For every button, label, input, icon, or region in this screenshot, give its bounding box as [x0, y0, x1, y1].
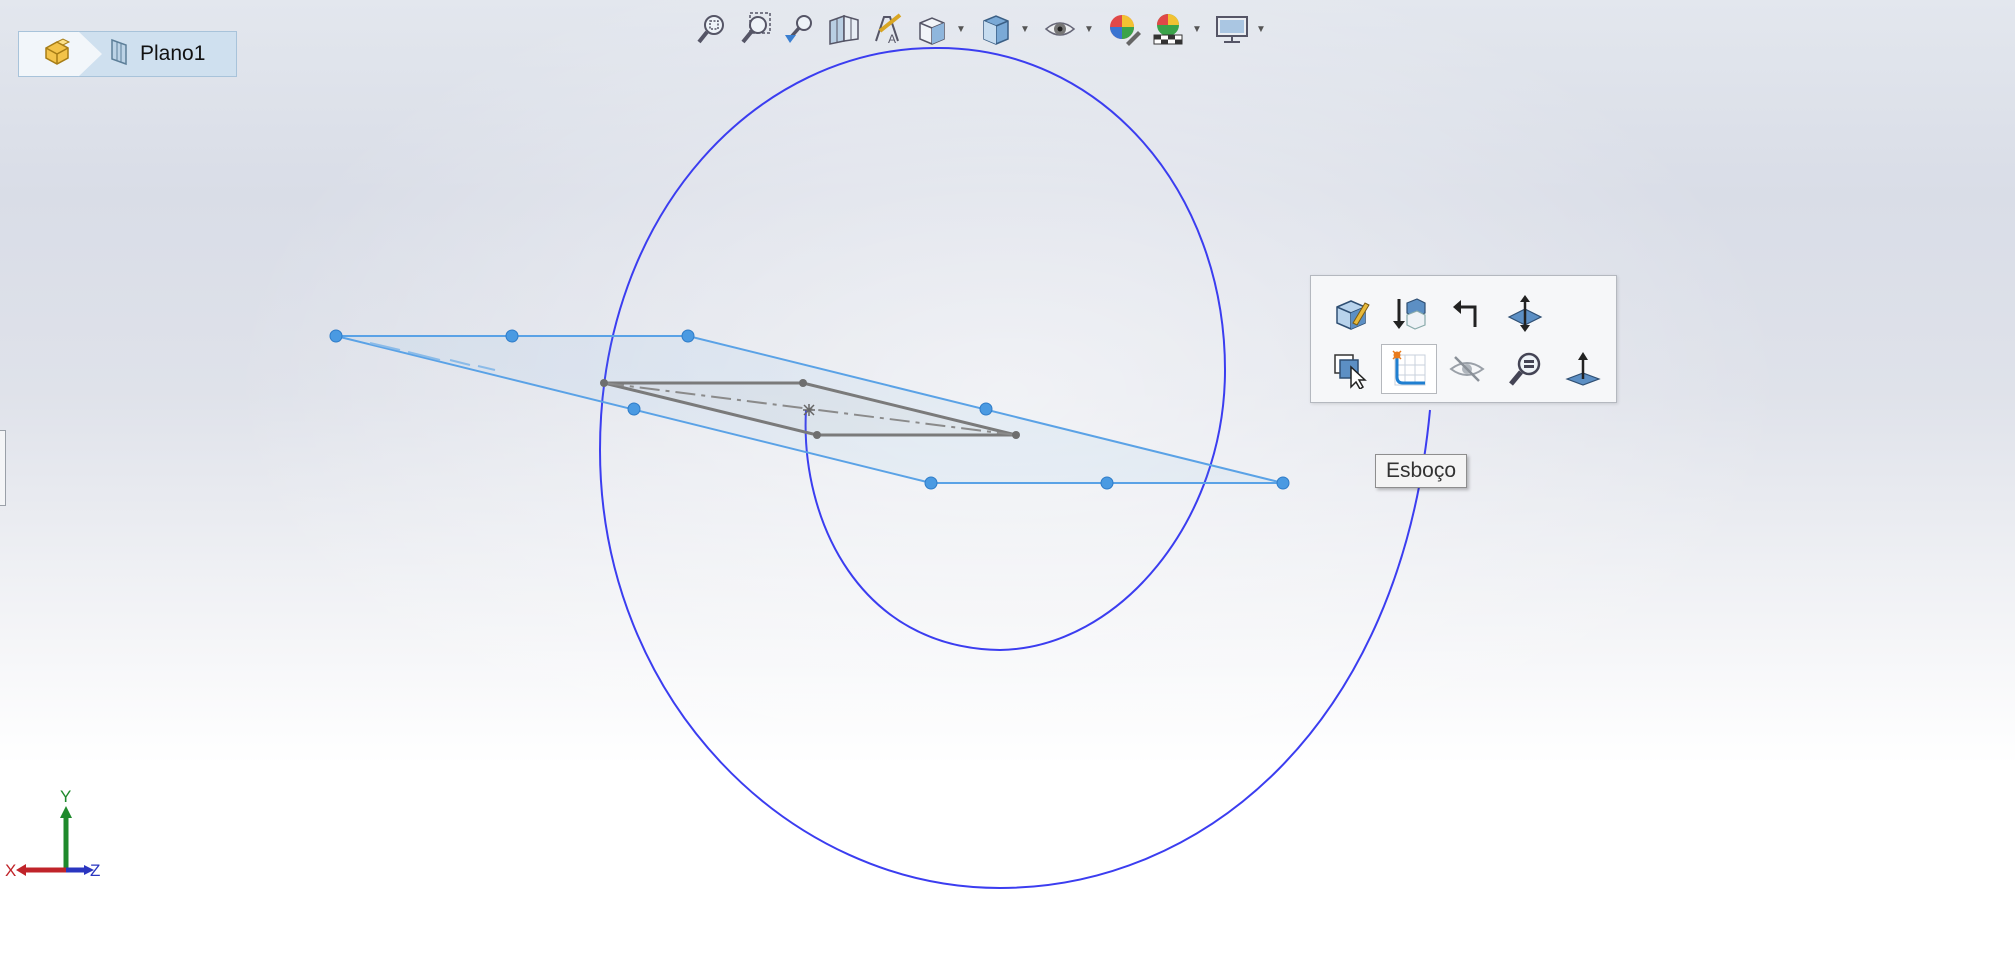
- zoom-to-selection-button[interactable]: [1497, 344, 1553, 394]
- display-style-button[interactable]: [974, 7, 1018, 51]
- select-other-icon: [1334, 354, 1367, 389]
- normal-to-button[interactable]: [1381, 288, 1437, 338]
- zoom-to-fit-icon: [697, 15, 724, 44]
- view-settings-icon: [1216, 16, 1248, 43]
- dynamic-annotation-button[interactable]: A: [866, 7, 910, 51]
- apply-scene-icon: [1153, 14, 1183, 45]
- part-icon: [41, 36, 73, 73]
- display-style-icon: [983, 15, 1009, 45]
- z-axis-label: Z: [90, 861, 100, 880]
- normal-arrow-icon: [1565, 352, 1601, 386]
- section-view-icon: [829, 14, 859, 45]
- zoom-to-selection-icon: [1509, 352, 1541, 386]
- apply-scene-button[interactable]: [1146, 7, 1190, 51]
- breadcrumb-label: Plano1: [140, 42, 206, 65]
- plane-label-mark: [369, 342, 496, 371]
- edit-feature-icon: [1336, 300, 1370, 330]
- sketch-origin: [803, 404, 815, 416]
- previous-view-button[interactable]: [778, 7, 822, 51]
- context-toolbar: [1310, 275, 1617, 403]
- plane-normal-icon: [1507, 295, 1543, 332]
- hide-button[interactable]: [1439, 344, 1495, 394]
- section-view-button[interactable]: [822, 7, 866, 51]
- apply-scene-dropdown[interactable]: ▼: [1192, 23, 1202, 35]
- view-settings-button[interactable]: [1210, 7, 1254, 51]
- edit-feature-button[interactable]: [1323, 288, 1379, 338]
- select-other-button[interactable]: [1323, 344, 1379, 394]
- rollback-button[interactable]: [1439, 288, 1495, 338]
- y-axis-arrow: [60, 806, 72, 818]
- hide-show-items-button[interactable]: [1038, 7, 1082, 51]
- view-orientation-icon: [919, 17, 945, 45]
- hide-icon: [1449, 356, 1485, 382]
- collapsed-side-panel-tab[interactable]: [0, 430, 6, 506]
- dynamic-annotation-views-icon: A: [875, 13, 902, 46]
- hide-show-items-dropdown[interactable]: ▼: [1084, 23, 1094, 35]
- helix-curve[interactable]: [598, 46, 1431, 890]
- view-orientation-button[interactable]: [910, 7, 954, 51]
- zoom-to-fit-button[interactable]: [690, 7, 734, 51]
- sketch-points[interactable]: [600, 379, 1020, 439]
- tooltip: Esboço: [1375, 454, 1468, 488]
- x-axis-arrow: [16, 864, 26, 876]
- sketch-button[interactable]: [1381, 344, 1437, 394]
- previous-view-icon: [785, 15, 812, 43]
- z-axis-arrow: [84, 865, 94, 875]
- heads-up-view-toolbar: A ▼ ▼ ▼: [690, 6, 1274, 52]
- x-axis-label: X: [5, 861, 16, 880]
- plane-handles[interactable]: [329, 329, 1290, 490]
- zoom-to-area-button[interactable]: [734, 7, 778, 51]
- breadcrumb: Plano1: [18, 31, 238, 77]
- normal-arrow-button[interactable]: [1555, 344, 1611, 394]
- plane-icon: [104, 36, 132, 73]
- sketch-icon: [1392, 350, 1426, 386]
- normal-to-icon: [1393, 298, 1426, 330]
- hide-show-items-icon: [1044, 22, 1076, 36]
- y-axis-label: Y: [60, 787, 71, 806]
- svg-text:A: A: [888, 32, 896, 46]
- view-orientation-dropdown[interactable]: ▼: [956, 23, 966, 35]
- display-style-dropdown[interactable]: ▼: [1020, 23, 1030, 35]
- view-settings-dropdown[interactable]: ▼: [1256, 23, 1266, 35]
- rollback-icon: [1453, 300, 1477, 327]
- plane-normal-button[interactable]: [1497, 288, 1553, 338]
- edit-appearance-button[interactable]: [1102, 7, 1146, 51]
- zoom-to-area-icon: [741, 12, 771, 44]
- edit-appearance-icon: [1110, 15, 1141, 46]
- reference-triad: Y X Z: [5, 787, 100, 880]
